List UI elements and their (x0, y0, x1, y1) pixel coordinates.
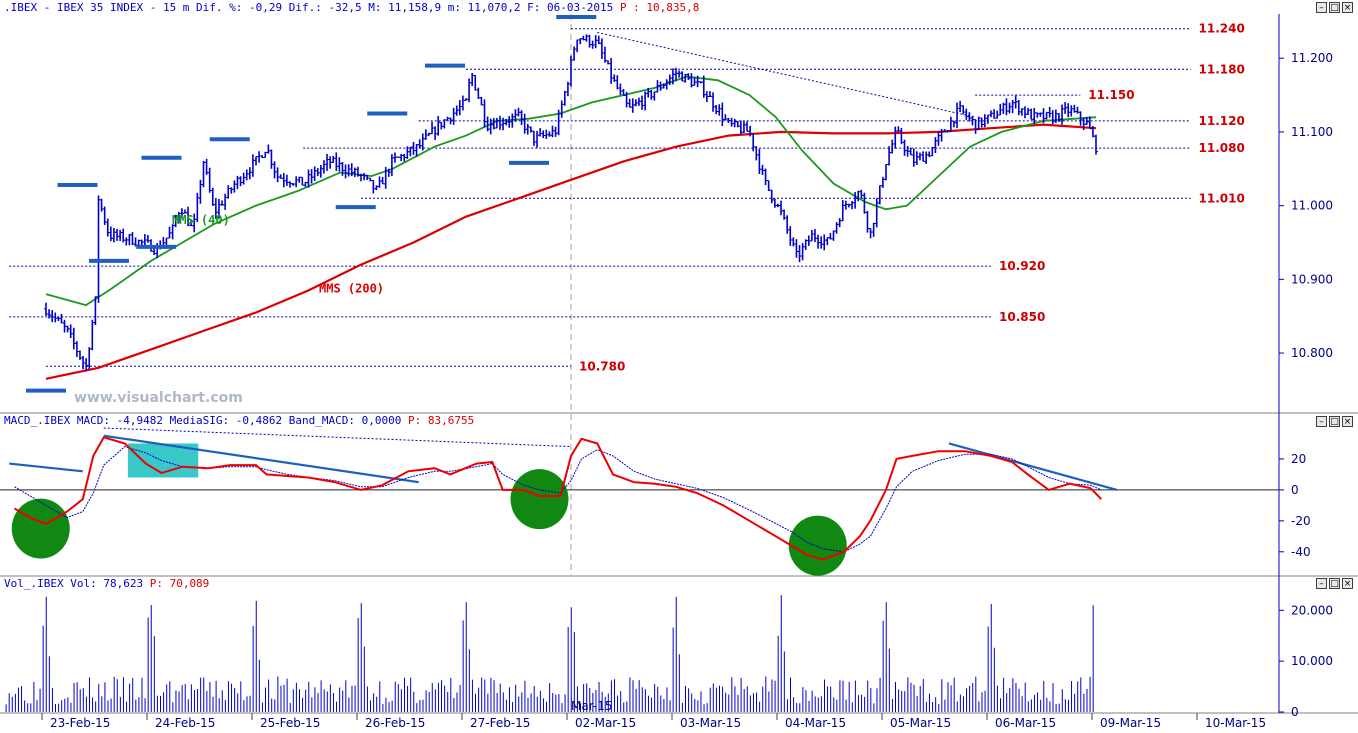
x-tick-label: 23-Feb-15 (50, 716, 110, 730)
x-tick-label: 03-Mar-15 (680, 716, 741, 730)
x-tick-label: 09-Mar-15 (1100, 716, 1161, 730)
level-label: 11.080 (1199, 141, 1245, 155)
level-label: 10.850 (999, 310, 1045, 324)
resistance-trendline (597, 31, 976, 118)
price-tick-label: 10.900 (1291, 272, 1333, 286)
macd-circle (11, 498, 70, 559)
x-tick-label: 04-Mar-15 (785, 716, 846, 730)
macd-trendline (948, 442, 1118, 491)
macd-signal-line (14, 446, 1102, 553)
macd-header-text: MACD_.IBEX MACD: -4,9482 MediaSIG: -0,48… (4, 414, 402, 427)
macd-header-current: P: 83,6755 (407, 414, 475, 427)
x-tick-label: 24-Feb-15 (155, 716, 215, 730)
macd-tick-label: 20 (1291, 452, 1306, 466)
mms40-label: MMS (40) (172, 213, 230, 227)
level-label: 10.780 (579, 359, 625, 373)
price-header-current: P : 10,835,8 (619, 1, 700, 14)
price-tick-label: 11.000 (1291, 199, 1333, 213)
macd-tick-label: -40 (1291, 545, 1311, 559)
minimize-icon[interactable]: – (1316, 2, 1327, 13)
level-label: 11.240 (1199, 22, 1245, 36)
mms200-label: MMS (200) (319, 282, 384, 296)
x-tick-label: 10-Mar-15 (1205, 716, 1266, 730)
volume-header-text: Vol_.IBEX Vol: 78,623 (4, 577, 144, 590)
x-tick-label: 02-Mar-15 (575, 716, 636, 730)
minimize-icon[interactable]: – (1316, 578, 1327, 589)
price-header-text: .IBEX - IBEX 35 INDEX - 15 m Dif. %: -0,… (4, 1, 614, 14)
macd-circle (788, 515, 847, 576)
x-tick-label: 26-Feb-15 (365, 716, 425, 730)
volume-window-buttons: – □ × (1316, 578, 1353, 589)
level-label: 10.920 (999, 259, 1045, 273)
level-label: 11.180 (1199, 62, 1245, 76)
price-panel-header: .IBEX - IBEX 35 INDEX - 15 m Dif. %: -0,… (4, 1, 699, 14)
x-tick-label: 27-Feb-15 (470, 716, 530, 730)
price-window-buttons: – □ × (1316, 2, 1353, 13)
volume-tick-label: 20.000 (1291, 603, 1333, 617)
watermark: www.visualchart.com (74, 390, 243, 406)
x-tick-label: 05-Mar-15 (890, 716, 951, 730)
macd-panel-header: MACD_.IBEX MACD: -4,9482 MediaSIG: -0,48… (4, 414, 474, 427)
mms200-line (45, 123, 1097, 380)
mms40-line (45, 75, 1097, 307)
x-tick-label: 06-Mar-15 (995, 716, 1056, 730)
macd-trendline (103, 427, 572, 448)
level-label: 11.150 (1088, 88, 1134, 102)
level-label: 11.010 (1199, 191, 1245, 205)
close-icon[interactable]: × (1342, 578, 1353, 589)
close-icon[interactable]: × (1342, 416, 1353, 427)
volume-tick-label: 0 (1291, 705, 1299, 719)
minimize-icon[interactable]: – (1316, 416, 1327, 427)
volume-header-current: P: 70,089 (149, 577, 210, 590)
volume-panel-header: Vol_.IBEX Vol: 78,623 P: 70,089 (4, 577, 209, 590)
x-tick-label: 25-Feb-15 (260, 716, 320, 730)
macd-tick-label: -20 (1291, 514, 1311, 528)
price-tick-label: 10.800 (1291, 346, 1333, 360)
macd-circle (510, 469, 569, 530)
restore-icon[interactable]: □ (1329, 416, 1340, 427)
macd-line (13, 436, 1103, 561)
price-tick-label: 11.100 (1291, 125, 1333, 139)
volume-tick-label: 10.000 (1291, 654, 1333, 668)
macd-tick-label: 0 (1291, 483, 1299, 497)
close-icon[interactable]: × (1342, 2, 1353, 13)
macd-window-buttons: – □ × (1316, 416, 1353, 427)
restore-icon[interactable]: □ (1329, 2, 1340, 13)
macd-trendline (9, 462, 83, 473)
restore-icon[interactable]: □ (1329, 578, 1340, 589)
macd-trendline (103, 434, 419, 484)
price-tick-label: 11.200 (1291, 51, 1333, 65)
inline-date-label: Mar-15 (571, 699, 612, 713)
level-label: 11.120 (1199, 114, 1245, 128)
